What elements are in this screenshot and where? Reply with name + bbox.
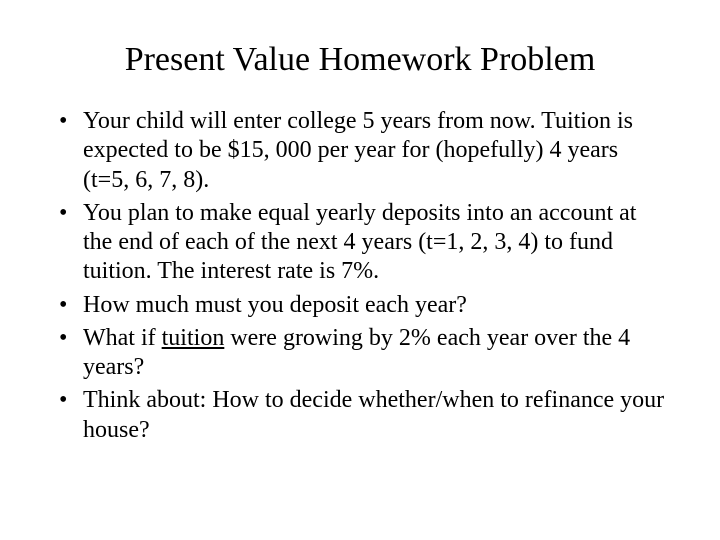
bullet-item: Your child will enter college 5 years fr… [55, 107, 665, 195]
bullet-text: How much must you deposit each year? [83, 292, 467, 318]
bullet-text: You plan to make equal yearly deposits i… [83, 200, 636, 285]
bullet-text: Think about: How to decide whether/when … [83, 387, 664, 442]
bullet-text: Your child will enter college 5 years fr… [83, 108, 633, 193]
bullet-item: How much must you deposit each year? [55, 291, 665, 320]
bullet-text-underlined: tuition [162, 325, 225, 351]
bullet-list: Your child will enter college 5 years fr… [55, 107, 665, 445]
slide: Present Value Homework Problem Your chil… [0, 0, 720, 540]
bullet-text-prefix: What if [83, 325, 162, 351]
bullet-item: What if tuition were growing by 2% each … [55, 324, 665, 383]
bullet-item: You plan to make equal yearly deposits i… [55, 199, 665, 287]
slide-title: Present Value Homework Problem [55, 40, 665, 79]
bullet-item: Think about: How to decide whether/when … [55, 386, 665, 445]
